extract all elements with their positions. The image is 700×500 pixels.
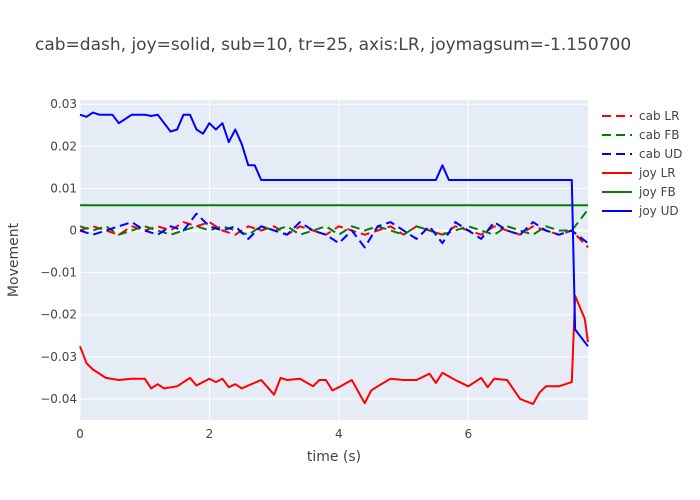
y-tick-label: 0.03 [50,97,77,111]
y-tick-label: 0.01 [50,181,77,195]
legend-label: joy UD [638,204,679,218]
series-line-cab-lr [79,221,589,249]
series-line-joy-ud [79,111,589,347]
x-tick-label: 4 [335,427,343,441]
x-tick-labels: 0 2 4 6 [76,427,472,441]
grid-lines [79,100,588,420]
plot-background [80,100,588,420]
y-tick-label: 0 [69,224,77,238]
series-line-cab-ud [79,212,589,249]
y-tick-label: 0.02 [50,139,77,153]
chart-title: cab=dash, joy=solid, sub=10, tr=25, axis… [35,35,631,55]
legend: cab LR cab FB cab UD joy LR joy FB joy UD [602,109,682,218]
x-tick-label: 6 [464,427,472,441]
legend-label: joy FB [638,185,676,199]
y-axis-title: Movement [6,222,22,297]
x-tick-label: 2 [206,427,214,441]
y-tick-label: −0.02 [40,308,77,322]
legend-label: cab UD [639,147,682,161]
legend-label: cab FB [639,128,680,142]
legend-label: cab LR [639,109,679,123]
series-line-cab-fb [79,208,589,236]
x-axis-title: time (s) [307,449,361,465]
y-tick-label: −0.01 [40,266,77,280]
y-tick-label: −0.04 [40,392,77,406]
series-line-joy-lr [79,294,589,405]
y-tick-labels: 0.03 0.02 0.01 0 −0.01 −0.02 −0.03 −0.04 [40,97,77,406]
y-tick-label: −0.03 [40,350,77,364]
x-tick-label: 0 [76,427,84,441]
series-layer [79,111,589,405]
legend-label: joy LR [638,166,676,180]
